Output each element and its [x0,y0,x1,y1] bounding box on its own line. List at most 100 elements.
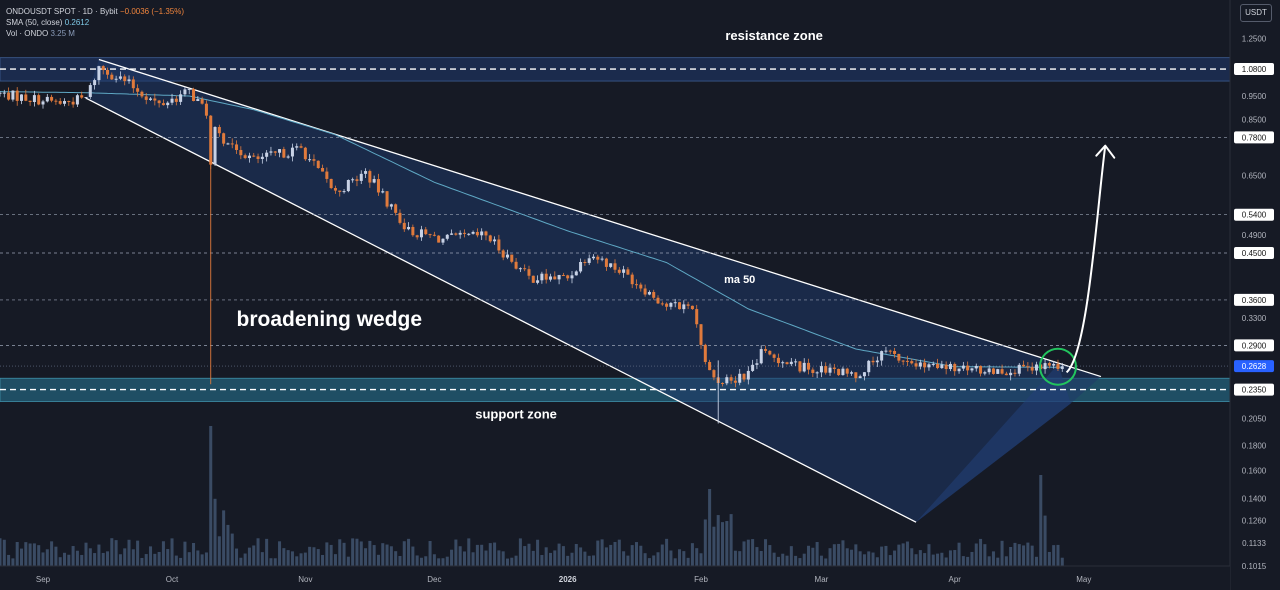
candle[interactable] [0,91,2,97]
candle[interactable] [639,282,643,292]
candle[interactable] [286,154,290,159]
level-price-badge[interactable] [1234,208,1274,221]
candle[interactable] [1022,360,1026,368]
candle[interactable] [850,370,854,376]
candle[interactable] [523,264,527,272]
candle[interactable] [617,267,621,275]
candle[interactable] [918,359,922,370]
candle[interactable] [893,347,897,358]
candle[interactable] [548,273,552,282]
candle[interactable] [733,376,737,388]
candle[interactable] [454,232,458,236]
legend-symbol-row[interactable]: ONDOUSDT SPOT · 1D · Bybit −0.0036 (−1.3… [6,6,184,17]
candle[interactable] [1060,362,1064,372]
candle[interactable] [837,368,841,377]
candle[interactable] [488,234,492,243]
candle[interactable] [84,96,88,100]
candle[interactable] [652,289,656,300]
candle[interactable] [80,91,84,99]
candle[interactable] [785,361,789,365]
candle[interactable] [174,95,178,106]
candle[interactable] [979,365,983,377]
candle[interactable] [497,234,501,254]
candle[interactable] [312,154,316,166]
level-price-badge[interactable] [1234,247,1274,260]
candle[interactable] [768,350,772,356]
candle[interactable] [673,298,677,308]
candle[interactable] [71,97,75,108]
candles-layer[interactable] [0,65,1064,424]
candle[interactable] [484,230,488,241]
candle[interactable] [11,90,15,102]
candle[interactable] [196,96,200,102]
candle[interactable] [742,373,746,382]
candle[interactable] [204,100,208,119]
candle[interactable] [179,90,183,105]
candle[interactable] [364,168,368,179]
candle[interactable] [88,82,92,99]
candle[interactable] [557,274,561,285]
candle[interactable] [772,353,776,363]
candle[interactable] [987,364,991,375]
candle[interactable] [359,170,363,185]
candle[interactable] [1030,362,1034,374]
legend-volume-row[interactable]: Vol · ONDO 3.25 M [6,28,184,39]
candle[interactable] [609,263,613,269]
candle[interactable] [991,367,995,375]
candle[interactable] [58,98,62,106]
candle[interactable] [385,190,389,209]
candle[interactable] [656,295,660,305]
level-price-badge[interactable] [1234,339,1274,352]
candle[interactable] [394,203,398,216]
candle[interactable] [544,268,548,284]
ma50-line[interactable] [0,91,1063,368]
candle[interactable] [682,300,686,314]
time-axis-panel[interactable] [0,566,1230,590]
candle[interactable] [540,271,544,284]
candle[interactable] [1056,359,1060,371]
candle[interactable] [518,267,522,273]
legend-sma-row[interactable]: SMA (50, close) 0.2612 [6,17,184,28]
candle[interactable] [351,177,355,183]
candle[interactable] [54,98,58,105]
candle[interactable] [1017,363,1021,377]
candle[interactable] [669,301,673,310]
wedge-lower-line[interactable] [85,97,917,523]
candle[interactable] [591,254,596,260]
candle[interactable] [596,254,600,264]
candle[interactable] [729,374,733,384]
candle[interactable] [944,361,948,375]
candle[interactable] [781,360,785,368]
candle[interactable] [45,94,49,103]
candle[interactable] [703,343,707,365]
candle[interactable] [213,126,217,166]
candle[interactable] [759,345,763,365]
candle[interactable] [643,284,647,297]
candle[interactable] [101,65,105,75]
candle[interactable] [376,173,380,196]
candle[interactable] [553,271,557,280]
candle[interactable] [93,78,97,90]
candle[interactable] [634,279,639,289]
candle[interactable] [441,238,445,246]
candle[interactable] [41,99,45,109]
candle[interactable] [966,361,970,376]
candle[interactable] [665,302,669,311]
candle[interactable] [854,372,858,383]
candle[interactable] [127,75,131,84]
candle[interactable] [794,358,798,367]
candle[interactable] [630,272,634,289]
candle[interactable] [299,143,303,149]
candle[interactable] [278,149,282,158]
candle[interactable] [355,175,359,187]
candle[interactable] [802,358,806,373]
candle[interactable] [880,350,884,366]
candle[interactable] [1047,361,1051,369]
candle[interactable] [123,74,127,86]
candle[interactable] [501,249,505,261]
candle[interactable] [690,305,694,310]
candle[interactable] [888,349,892,355]
candle[interactable] [2,89,6,98]
